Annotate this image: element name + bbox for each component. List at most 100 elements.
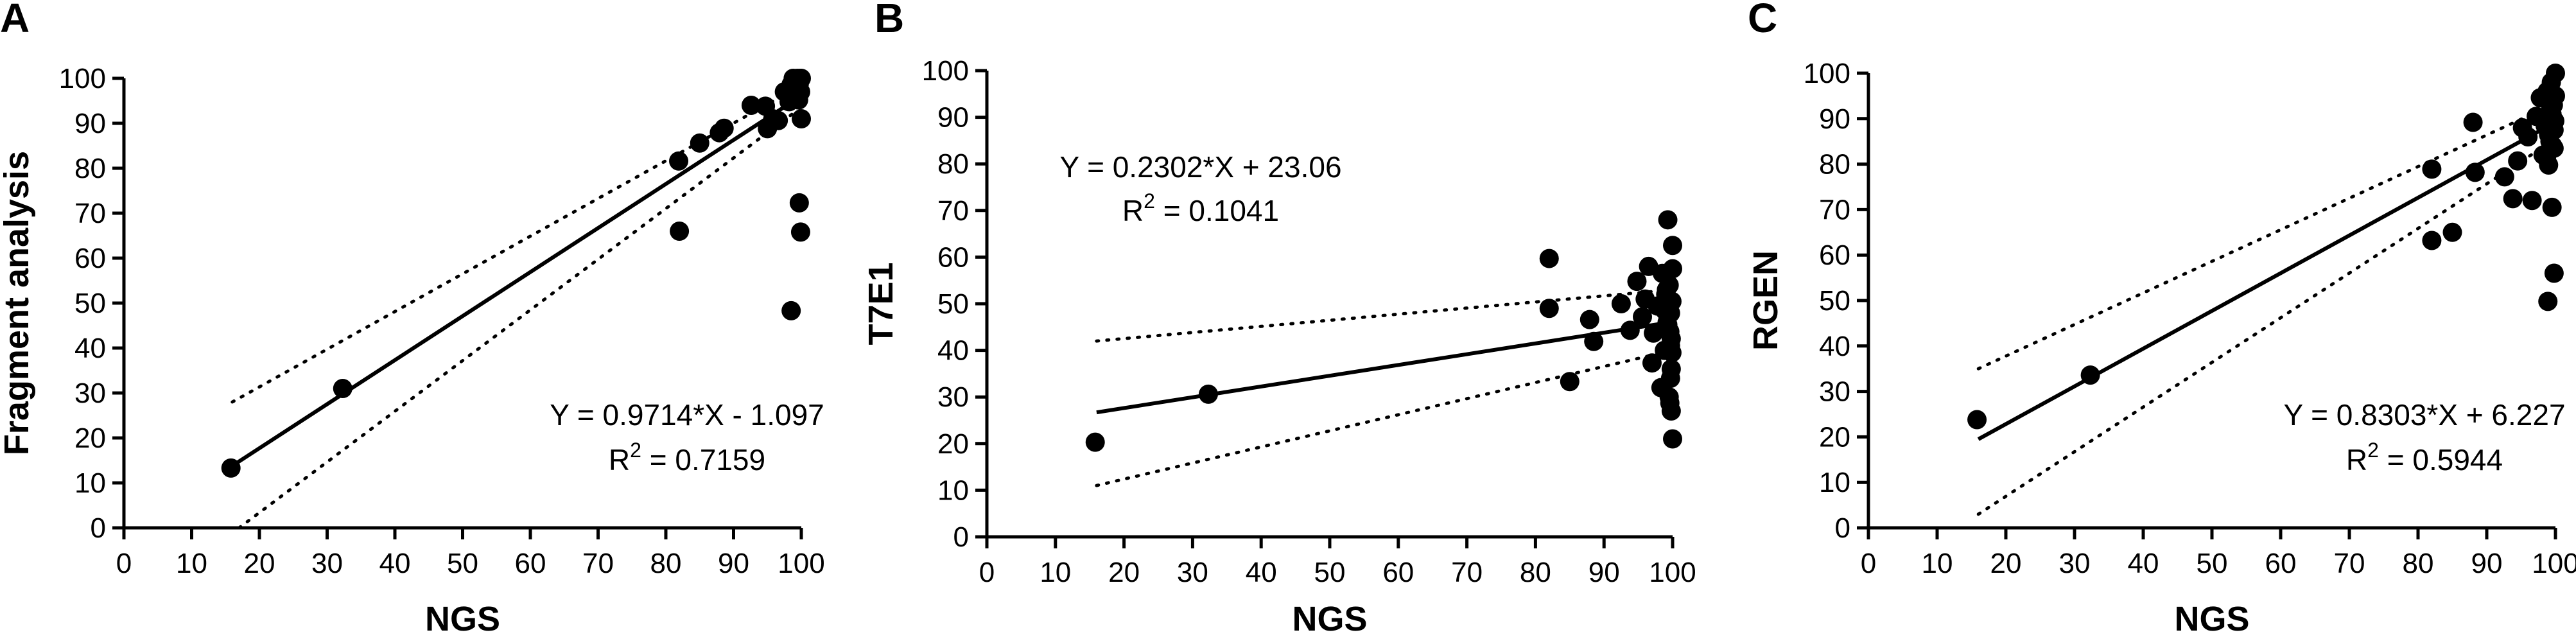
x-axis-title: NGS xyxy=(1292,600,1367,637)
data-point xyxy=(2494,167,2514,187)
y-tick-label: 30 xyxy=(74,378,106,409)
x-tick-label: 20 xyxy=(1108,557,1140,588)
x-tick-label: 20 xyxy=(244,548,275,579)
x-tick-label: 100 xyxy=(2532,548,2576,579)
data-point xyxy=(2542,197,2562,217)
y-tick-label: 100 xyxy=(59,63,106,94)
data-point xyxy=(792,109,811,128)
x-tick-label: 70 xyxy=(2334,548,2365,579)
x-tick-label: 10 xyxy=(1040,557,1071,588)
data-point xyxy=(781,301,801,320)
y-tick-label: 60 xyxy=(74,243,106,274)
y-tick-label: 90 xyxy=(74,108,106,139)
data-point xyxy=(2539,125,2559,144)
y-tick-label: 50 xyxy=(1819,285,1850,317)
data-point xyxy=(792,69,811,88)
regression-equation: Y = 0.9714*X - 1.097 xyxy=(550,398,824,432)
r-squared-superscript: 2 xyxy=(2367,439,2379,462)
data-point xyxy=(790,222,810,242)
panel-b: B 0 10 20 30 40 50 60 70 80 90 100 0 10 20 30 40 50 60 70 80… xyxy=(862,0,1696,637)
y-tick-label: 80 xyxy=(1819,149,1850,180)
panel-letter: C xyxy=(1748,0,1777,41)
x-tick-label: 50 xyxy=(2197,548,2228,579)
data-point xyxy=(1967,410,1987,430)
regression-line xyxy=(1977,122,2554,441)
regression-line xyxy=(1096,320,1673,415)
y-tick-label: 10 xyxy=(937,475,969,506)
data-point xyxy=(714,118,734,138)
y-tick-label: 10 xyxy=(1819,467,1850,498)
data-point xyxy=(2546,64,2565,83)
x-tick-label: 60 xyxy=(515,548,546,579)
data-point xyxy=(2518,127,2538,147)
y-tick-label: 90 xyxy=(937,102,969,134)
confidence-band-lower xyxy=(237,108,800,530)
confidence-band-lower xyxy=(1976,139,2554,516)
data-point xyxy=(1660,369,1680,388)
y-tick-label: 10 xyxy=(74,467,106,499)
x-tick-label: 0 xyxy=(979,557,995,588)
y-tick-label: 100 xyxy=(922,55,969,87)
x-tick-label: 80 xyxy=(650,548,682,579)
y-tick-label: 40 xyxy=(74,333,106,364)
y-axis-title: Fragment analysis xyxy=(0,151,36,455)
data-point xyxy=(2465,162,2485,182)
data-point xyxy=(1663,236,1682,256)
x-tick-label: 0 xyxy=(116,548,132,579)
y-tick-label: 80 xyxy=(937,148,969,180)
data-point xyxy=(1655,301,1675,320)
r-squared-label: R2 = 0.1041 xyxy=(1122,189,1279,227)
y-tick-label: 20 xyxy=(1819,421,1850,453)
x-tick-label: 70 xyxy=(1451,557,1483,588)
data-point xyxy=(670,222,690,241)
y-tick-label: 70 xyxy=(1819,194,1850,225)
y-tick-label: 0 xyxy=(1835,512,1850,544)
r-squared-symbol: R xyxy=(609,443,630,476)
y-tick-label: 20 xyxy=(74,423,106,454)
data-point xyxy=(2422,231,2442,250)
y-tick-label: 50 xyxy=(74,288,106,319)
data-point xyxy=(1663,429,1682,449)
y-tick-label: 40 xyxy=(1819,331,1850,362)
data-point xyxy=(2544,263,2564,283)
y-axis-title: RGEN xyxy=(1746,250,1785,351)
r-squared-superscript: 2 xyxy=(630,439,641,462)
data-point xyxy=(1620,320,1640,340)
x-tick-label: 60 xyxy=(2265,548,2297,579)
x-tick-label: 90 xyxy=(2471,548,2503,579)
y-tick-label: 50 xyxy=(937,288,969,320)
data-point xyxy=(789,193,809,213)
x-tick-label: 60 xyxy=(1382,557,1414,588)
x-tick-label: 90 xyxy=(1588,557,1620,588)
confidence-band-lower xyxy=(1095,349,1675,487)
r-squared-symbol: R xyxy=(2346,443,2367,476)
panel-c: C 0 10 20 30 40 50 60 70 80 90 100 0 10 20 30 40 50 60 70 80… xyxy=(1746,0,2576,637)
y-axis-title: T7E1 xyxy=(862,262,900,345)
regression-equation: Y = 0.2302*X + 23.06 xyxy=(1059,150,1341,184)
y-tick-label: 70 xyxy=(74,198,106,229)
data-point xyxy=(1539,249,1559,268)
data-point xyxy=(1644,323,1664,343)
data-point xyxy=(2508,151,2528,171)
data-point xyxy=(2503,189,2523,209)
regression-equation: Y = 0.8303*X + 6.227 xyxy=(2283,398,2565,432)
data-point xyxy=(2422,159,2442,179)
data-point xyxy=(333,379,352,398)
x-tick-label: 10 xyxy=(1922,548,1953,579)
panel-letter: B xyxy=(875,0,904,41)
data-point xyxy=(1657,280,1676,300)
data-point xyxy=(1539,299,1559,318)
x-tick-label: 50 xyxy=(1314,557,1346,588)
data-point xyxy=(1661,401,1681,421)
x-axis-title: NGS xyxy=(425,600,500,637)
data-point xyxy=(2463,112,2483,132)
r-squared-symbol: R xyxy=(1122,194,1144,227)
x-tick-label: 100 xyxy=(1649,557,1696,588)
x-tick-label: 80 xyxy=(2403,548,2434,579)
x-tick-label: 40 xyxy=(2128,548,2159,579)
data-point xyxy=(1611,294,1631,313)
data-point xyxy=(1663,259,1682,279)
x-tick-label: 20 xyxy=(1990,548,2022,579)
y-tick-label: 80 xyxy=(74,153,106,184)
